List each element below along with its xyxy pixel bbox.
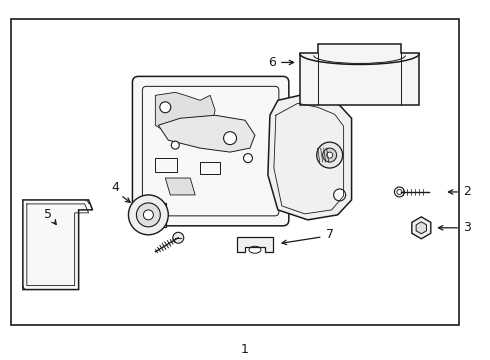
- Circle shape: [173, 232, 184, 243]
- Polygon shape: [416, 222, 426, 234]
- Text: 6: 6: [268, 56, 276, 69]
- Circle shape: [172, 141, 179, 149]
- Circle shape: [317, 142, 343, 168]
- Bar: [200, 162, 220, 174]
- Text: 1: 1: [241, 343, 249, 356]
- Circle shape: [223, 132, 237, 145]
- Polygon shape: [268, 95, 352, 220]
- Polygon shape: [155, 92, 215, 140]
- Polygon shape: [300, 44, 419, 105]
- Circle shape: [397, 189, 402, 194]
- Text: 2: 2: [463, 185, 471, 198]
- Text: 3: 3: [463, 221, 471, 234]
- Polygon shape: [130, 203, 166, 227]
- Circle shape: [136, 203, 160, 227]
- Circle shape: [128, 195, 168, 235]
- Circle shape: [327, 152, 333, 158]
- Text: 5: 5: [44, 208, 52, 221]
- Text: 7: 7: [326, 228, 334, 241]
- Polygon shape: [412, 217, 431, 239]
- Circle shape: [323, 148, 337, 162]
- Text: 4: 4: [112, 181, 120, 194]
- Polygon shape: [165, 178, 195, 195]
- Circle shape: [244, 154, 252, 163]
- Polygon shape: [23, 200, 93, 289]
- Polygon shape: [158, 115, 255, 152]
- Bar: [155, 158, 177, 172]
- Bar: [11, 19, 459, 325]
- Circle shape: [394, 187, 404, 197]
- Circle shape: [334, 189, 345, 201]
- Circle shape: [160, 102, 171, 113]
- Circle shape: [144, 210, 153, 220]
- FancyBboxPatch shape: [132, 76, 289, 226]
- Polygon shape: [237, 237, 273, 252]
